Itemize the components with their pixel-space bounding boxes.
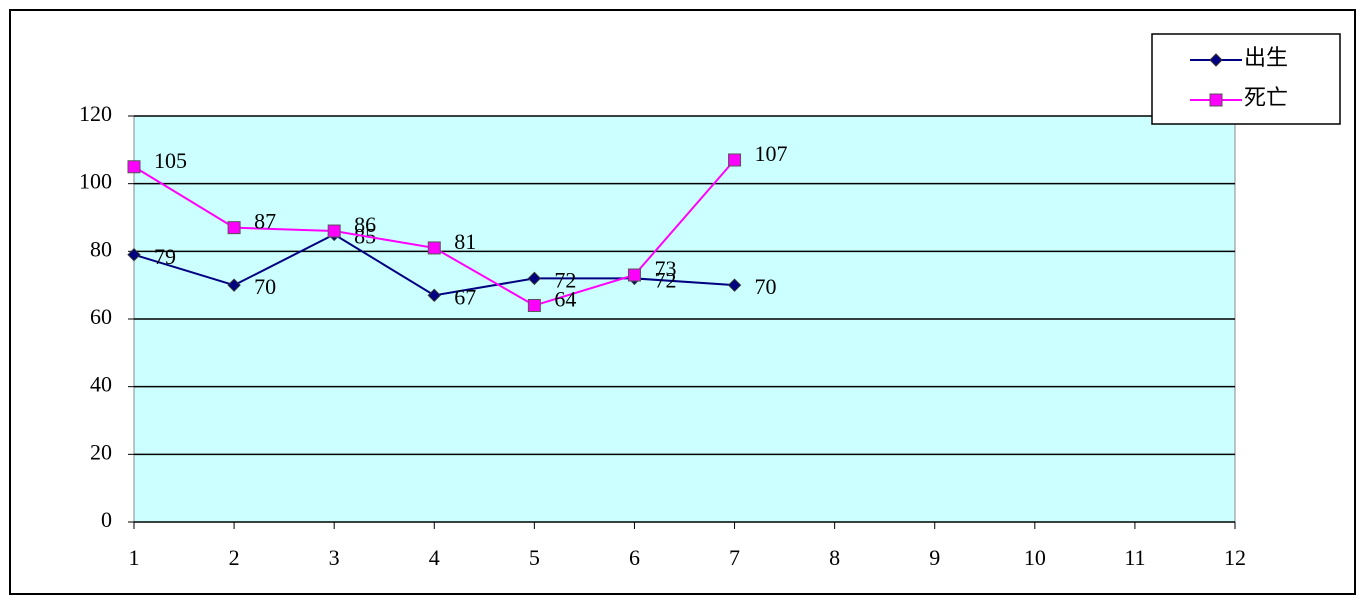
point-marker [227, 278, 241, 292]
data-label: 72 [654, 267, 676, 292]
point-marker [127, 160, 141, 174]
legend-box [1151, 33, 1341, 125]
data-label: 81 [454, 229, 476, 254]
point-marker [727, 278, 742, 292]
x-tick-label: 7 [729, 545, 740, 570]
x-tick-label: 9 [929, 545, 940, 570]
y-tick-label: 60 [90, 304, 112, 329]
data-label: 64 [554, 287, 576, 312]
point-marker [127, 248, 141, 262]
point-marker [327, 224, 341, 238]
point-marker [527, 298, 541, 312]
data-label: 79 [154, 244, 176, 269]
data-label: 86 [354, 212, 376, 237]
legend-label: 死亡 [1244, 85, 1288, 110]
data-label: 107 [755, 141, 788, 166]
legend-marker [1209, 53, 1223, 67]
x-tick-label: 1 [129, 545, 140, 570]
y-tick-label: 0 [101, 507, 112, 532]
x-tick-label: 4 [429, 545, 440, 570]
x-tick-label: 3 [329, 545, 340, 570]
x-tick-label: 2 [229, 545, 240, 570]
data-label: 105 [154, 148, 187, 173]
legend-marker [1209, 93, 1223, 107]
data-label: 70 [254, 274, 276, 299]
data-label: 87 [254, 209, 276, 234]
y-tick-label: 40 [90, 372, 112, 397]
y-tick-label: 100 [79, 169, 112, 194]
data-label: 72 [554, 267, 576, 292]
x-tick-label: 5 [529, 545, 540, 570]
point-marker [227, 221, 241, 235]
y-tick-label: 20 [90, 439, 112, 464]
point-marker [527, 271, 542, 286]
legend-label: 出生 [1244, 45, 1288, 70]
data-label: 67 [454, 284, 476, 309]
x-tick-label: 11 [1124, 545, 1145, 570]
y-tick-label: 120 [79, 101, 112, 126]
x-tick-label: 8 [829, 545, 840, 570]
data-label: 70 [755, 274, 777, 299]
x-tick-label: 12 [1224, 545, 1246, 570]
x-tick-label: 10 [1024, 545, 1046, 570]
point-marker [728, 153, 742, 167]
data-label: 73 [654, 256, 676, 281]
y-tick-label: 80 [90, 236, 112, 261]
point-marker [627, 268, 641, 282]
point-marker [427, 241, 441, 255]
point-marker [427, 288, 441, 303]
x-tick-label: 6 [629, 545, 640, 570]
